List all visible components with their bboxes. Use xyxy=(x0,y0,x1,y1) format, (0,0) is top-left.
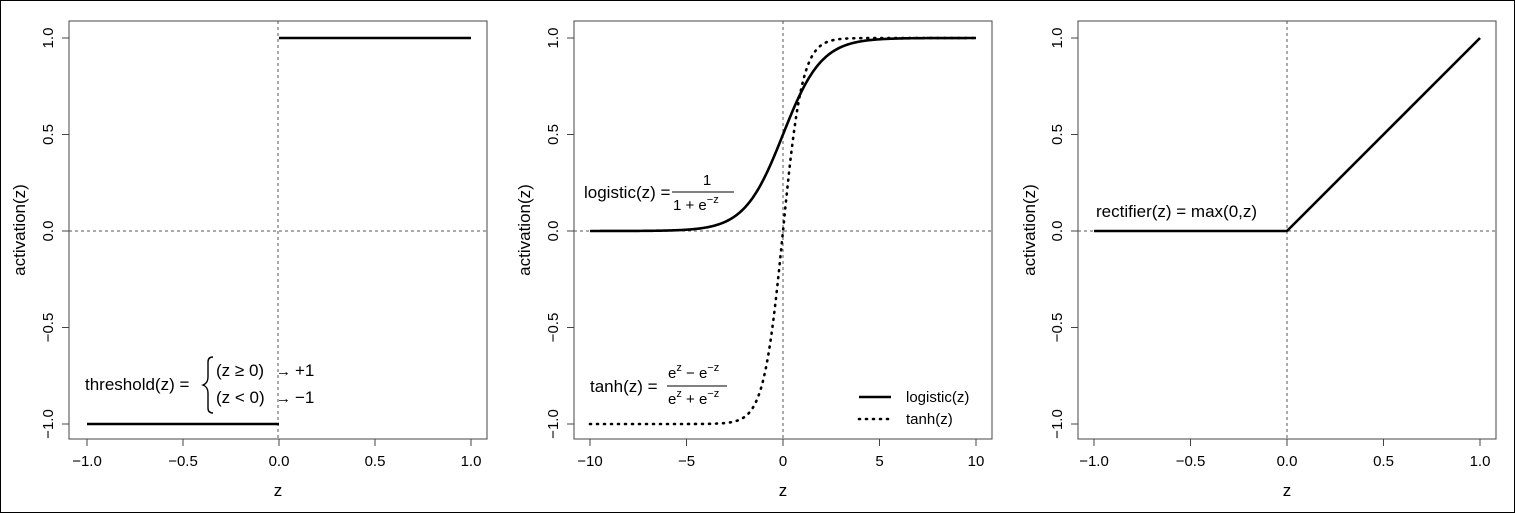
y-tick-label: 1.0 xyxy=(40,28,57,49)
x-tick-label: 0.5 xyxy=(365,453,386,470)
y-tick-label: 0.5 xyxy=(1049,124,1066,145)
y-tick-label: 0.5 xyxy=(545,124,562,145)
x-tick-label: 0.5 xyxy=(1373,453,1394,470)
series-line-logistic xyxy=(589,36,977,233)
logistic-annotation: logistic(z) = 1 1 + e−z xyxy=(584,172,734,214)
y-tick-label: 1.0 xyxy=(545,28,562,49)
case1-arrow: → xyxy=(276,363,291,380)
x-tick-label: 1.0 xyxy=(461,453,482,470)
y-tick-label: 1.0 xyxy=(1049,28,1066,49)
series-line-rectifier xyxy=(1094,37,1481,233)
legend-label-tanh: tanh(z) xyxy=(906,411,953,428)
y-tick-label: −1.0 xyxy=(1049,409,1066,439)
annotation-lhs: threshold(z) = xyxy=(85,375,189,394)
den-op: + e xyxy=(682,391,707,408)
fraction-denominator: ez + e−z xyxy=(668,388,719,408)
case1-cond: (z ≥ 0) xyxy=(216,361,264,380)
x-tick-label: 1.0 xyxy=(1470,453,1491,470)
series-line-tanh xyxy=(588,36,978,426)
tick-group: −1.0 −0.5 0.0 0.5 1.0 −1.0 −0.5 0.0 0.5 1.0 xyxy=(1049,28,1490,470)
y-tick-label: −0.5 xyxy=(545,313,562,343)
x-axis-label: z xyxy=(274,481,283,500)
y-tick-label: −0.5 xyxy=(40,313,57,343)
rectifier-annotation: rectifier(z) = max(0,z) xyxy=(1096,202,1257,221)
x-axis-label: z xyxy=(1283,481,1292,500)
x-tick-label: 0.0 xyxy=(1277,453,1298,470)
x-axis-label: z xyxy=(779,481,788,500)
fraction-denominator: 1 + e−z xyxy=(673,194,719,214)
y-tick-label: −1.0 xyxy=(40,409,57,439)
x-tick-label: −1.0 xyxy=(72,453,102,470)
x-tick-label: −5 xyxy=(678,453,695,470)
y-axis-label: activation(z) xyxy=(1020,184,1039,276)
annotation-lhs: tanh(z) = xyxy=(590,377,658,396)
y-tick-label: 0.0 xyxy=(40,221,57,242)
series-group xyxy=(1094,37,1481,233)
tick-group: −1.0 −0.5 0.0 0.5 1.0 −1.0 −0.5 0.0 0.5 1.0 xyxy=(40,28,481,470)
fraction-numerator: 1 xyxy=(703,172,711,189)
den-b-exp: −z xyxy=(707,388,719,400)
y-tick-label: 0.0 xyxy=(1049,221,1066,242)
num-a-exp: z xyxy=(676,362,682,374)
case2-arrow: → xyxy=(276,390,291,407)
fraction-numerator: ez − e−z xyxy=(668,362,719,382)
x-tick-label: 10 xyxy=(968,453,985,470)
den-base: 1 + e xyxy=(673,197,707,214)
case2-val: −1 xyxy=(295,388,314,407)
x-tick-label: 0 xyxy=(779,453,787,470)
case1-val: +1 xyxy=(295,361,314,380)
x-tick-label: −1.0 xyxy=(1079,453,1109,470)
num-op: − e xyxy=(682,365,707,382)
y-tick-label: −0.5 xyxy=(1049,313,1066,343)
legend: logistic(z) tanh(z) xyxy=(857,389,969,428)
case2-cond: (z < 0) xyxy=(216,388,265,407)
legend-label-logistic: logistic(z) xyxy=(906,389,969,406)
den-a-exp: z xyxy=(676,388,682,400)
series-group xyxy=(588,36,978,426)
panel-rectifier: −1.0 −0.5 0.0 0.5 1.0 −1.0 −0.5 0.0 0.5 1.0 z act… xyxy=(1020,20,1497,500)
y-axis-label: activation(z) xyxy=(10,184,29,276)
brace xyxy=(201,356,214,414)
series-group xyxy=(87,36,471,426)
y-tick-label: −1.0 xyxy=(545,409,562,439)
num-a: e xyxy=(668,365,676,382)
y-axis-label: activation(z) xyxy=(515,184,534,276)
x-tick-label: −0.5 xyxy=(168,453,198,470)
x-tick-label: 5 xyxy=(875,453,883,470)
tick-group: −10 −5 0 5 10 −1.0 −0.5 0.0 0.5 1.0 xyxy=(545,28,984,470)
y-tick-label: 0.0 xyxy=(545,221,562,242)
threshold-annotation: threshold(z) = (z ≥ 0) → +1 (z < 0) → −1 xyxy=(85,356,314,414)
panel-logistic-tanh: −10 −5 0 5 10 −1.0 −0.5 0.0 0.5 1.0 z activation(… xyxy=(515,20,993,500)
den-a: e xyxy=(668,391,676,408)
annotation-lhs: logistic(z) = xyxy=(584,183,671,202)
den-exp: −z xyxy=(707,194,719,206)
panel-threshold: −1.0 −0.5 0.0 0.5 1.0 −1.0 −0.5 0.0 0.5 1.0 z act… xyxy=(10,20,488,500)
x-tick-label: −10 xyxy=(577,453,602,470)
tanh-annotation: tanh(z) = ez − e−z ez + e−z xyxy=(590,362,727,408)
y-tick-label: 0.5 xyxy=(40,124,57,145)
x-tick-label: −0.5 xyxy=(1176,453,1206,470)
x-tick-label: 0.0 xyxy=(269,453,290,470)
num-b-exp: −z xyxy=(707,362,719,374)
